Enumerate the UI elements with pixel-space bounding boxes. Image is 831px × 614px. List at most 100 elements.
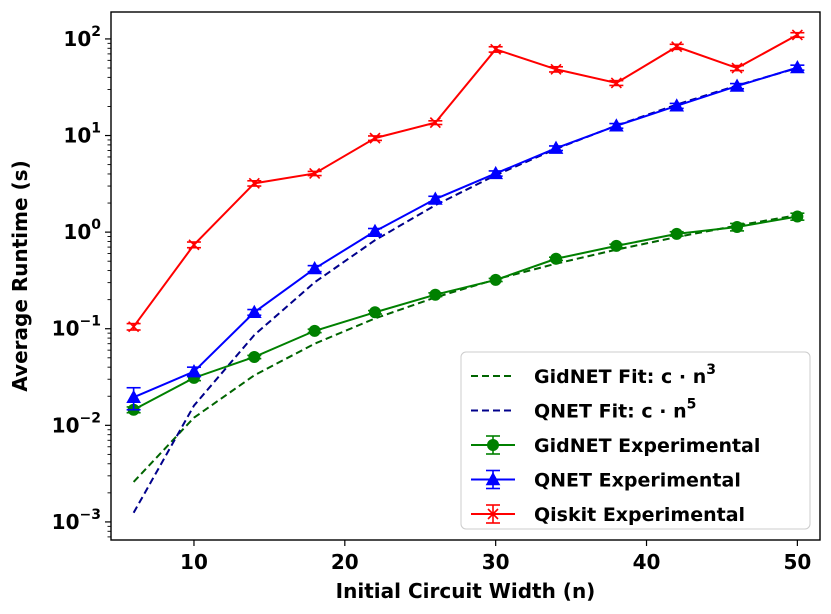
legend-marker-stroke-b xyxy=(487,508,499,520)
qiskit-experimental-point xyxy=(188,239,200,251)
legend-marker xyxy=(487,439,499,451)
legend-label: GidNET Experimental xyxy=(534,435,760,457)
x-tick-label: 50 xyxy=(783,550,811,574)
gidnet-experimental-point xyxy=(368,306,381,319)
legend-item-qiskit-experimental: Qiskit Experimental xyxy=(471,504,745,526)
y-tick-exponent: −1 xyxy=(80,314,101,330)
legend-label-exponent: 3 xyxy=(706,362,716,378)
qnet-experimental-point xyxy=(548,140,564,154)
legend-label-main: QNET Fit: c xyxy=(534,401,659,423)
x-tick-label: 30 xyxy=(482,550,510,574)
legend-label-exponent: 5 xyxy=(687,397,697,413)
gidnet-experimental-point xyxy=(489,273,502,286)
qiskit-experimental-point-stroke-b xyxy=(550,63,562,75)
legend-marker xyxy=(485,471,501,486)
qnet-experimental-point xyxy=(669,98,685,112)
y-tick-exponent: 2 xyxy=(91,24,101,40)
legend-box xyxy=(460,351,811,530)
qiskit-experimental-point xyxy=(610,77,622,89)
qnet-experimental-point xyxy=(307,260,322,275)
qnet-experimental-point xyxy=(246,304,262,318)
qnet-experimental-line xyxy=(133,66,798,399)
qiskit-experimental-point-stroke-b xyxy=(671,41,683,53)
qnet-fit-line xyxy=(132,67,798,514)
y-tick-label: 10−1 xyxy=(52,314,101,341)
legend-marker xyxy=(487,508,499,520)
gidnet-experimental-point xyxy=(308,324,321,337)
qiskit-experimental-point xyxy=(309,167,321,180)
gidnet-experimental-point xyxy=(670,227,683,240)
fit-lines xyxy=(132,67,798,514)
qiskit-experimental-point-stroke-b xyxy=(429,117,441,129)
qiskit-experimental-point xyxy=(791,29,803,41)
qiskit-experimental-point xyxy=(248,177,260,189)
qiskit-experimental-series xyxy=(126,29,805,333)
qnet-experimental-point xyxy=(790,60,805,74)
gidnet-experimental-point xyxy=(610,239,623,252)
legend-item-gidnet-fit: GidNET Fit: c · n3 xyxy=(471,362,716,388)
qiskit-experimental-point xyxy=(671,41,683,53)
qiskit-experimental-point-stroke-b xyxy=(248,177,260,189)
qnet-experimental-point xyxy=(427,191,443,205)
gidnet-experimental-point xyxy=(550,252,563,265)
y-tick-exponent: −2 xyxy=(80,410,101,426)
x-tick-label: 40 xyxy=(633,550,661,574)
qnet-experimental-point xyxy=(609,118,624,132)
qiskit-experimental-point-stroke-b xyxy=(188,239,200,251)
legend-label: GidNET Fit: c · n3 xyxy=(534,362,716,388)
qiskit-experimental-point-stroke-b xyxy=(791,29,803,41)
qiskit-experimental-point xyxy=(369,132,381,144)
qiskit-experimental-point xyxy=(128,321,140,333)
qnet-experimental-point xyxy=(367,223,383,237)
y-tick-label: 101 xyxy=(63,121,101,148)
legend-label-dot: · xyxy=(679,366,693,388)
gidnet-experimental-point xyxy=(731,221,744,234)
qiskit-experimental-point xyxy=(550,63,562,75)
qnet-experimental-point xyxy=(186,364,202,378)
qiskit-experimental-point-stroke-b xyxy=(369,132,381,144)
qiskit-experimental-point xyxy=(429,117,441,129)
qiskit-experimental-point-stroke-b xyxy=(128,321,140,333)
y-tick-label: 10−2 xyxy=(52,410,101,437)
y-tick-exponent: 1 xyxy=(91,121,101,137)
legend-label: Qiskit Experimental xyxy=(534,504,745,526)
x-tick-label: 20 xyxy=(331,550,359,574)
y-tick-label: 10−3 xyxy=(52,507,101,534)
legend-label-var: n xyxy=(693,366,707,388)
legend-label-main: GidNET Fit: c xyxy=(534,366,679,388)
axes-frame xyxy=(110,11,821,541)
legend-item-gidnet-experimental: GidNET Experimental xyxy=(471,435,760,457)
x-tick-label: 10 xyxy=(180,550,208,574)
experimental-lines xyxy=(126,29,805,416)
gidnet-experimental-point xyxy=(429,288,442,301)
qiskit-experimental-line xyxy=(132,34,798,328)
qiskit-experimental-point-stroke-b xyxy=(731,62,743,74)
gidnet-experimental-point xyxy=(791,210,804,223)
gidnet-fit-line xyxy=(132,214,798,483)
gidnet-experimental-line xyxy=(133,215,798,411)
y-tick-label: 100 xyxy=(63,217,101,244)
x-axis-label: Initial Circuit Width (n) xyxy=(336,579,596,603)
legend-item-qnet-fit: QNET Fit: c · n5 xyxy=(471,397,696,423)
gidnet-experimental-point xyxy=(248,350,261,363)
qiskit-experimental-point xyxy=(490,43,502,55)
qnet-experimental-point xyxy=(126,389,141,404)
legend-item-qnet-experimental: QNET Experimental xyxy=(471,470,741,492)
legend-label-dot: · xyxy=(659,401,673,423)
y-tick-exponent: 0 xyxy=(91,217,101,233)
qnet-experimental-series xyxy=(126,60,805,411)
y-tick-label: 102 xyxy=(63,24,101,51)
qnet-experimental-point xyxy=(488,165,504,180)
qiskit-experimental-point-stroke-b xyxy=(309,167,321,180)
legend-label-var: n xyxy=(673,401,687,423)
qiskit-experimental-point-stroke-b xyxy=(610,77,622,89)
legend-label: QNET Fit: c · n5 xyxy=(534,397,696,423)
qiskit-experimental-point xyxy=(731,62,743,74)
y-axis-label: Average Runtime (s) xyxy=(8,160,32,391)
qiskit-experimental-point-stroke-b xyxy=(490,43,502,55)
y-tick-exponent: −3 xyxy=(80,507,101,523)
qnet-experimental-point xyxy=(729,78,745,92)
legend-label: QNET Experimental xyxy=(534,470,741,492)
